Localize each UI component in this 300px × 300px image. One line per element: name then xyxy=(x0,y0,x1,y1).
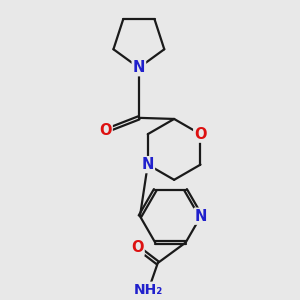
Text: N: N xyxy=(133,60,145,75)
Text: O: O xyxy=(131,240,144,255)
Text: NH₂: NH₂ xyxy=(134,283,163,297)
Text: O: O xyxy=(194,127,207,142)
Text: O: O xyxy=(99,123,112,138)
Text: N: N xyxy=(195,209,207,224)
Text: N: N xyxy=(142,157,154,172)
